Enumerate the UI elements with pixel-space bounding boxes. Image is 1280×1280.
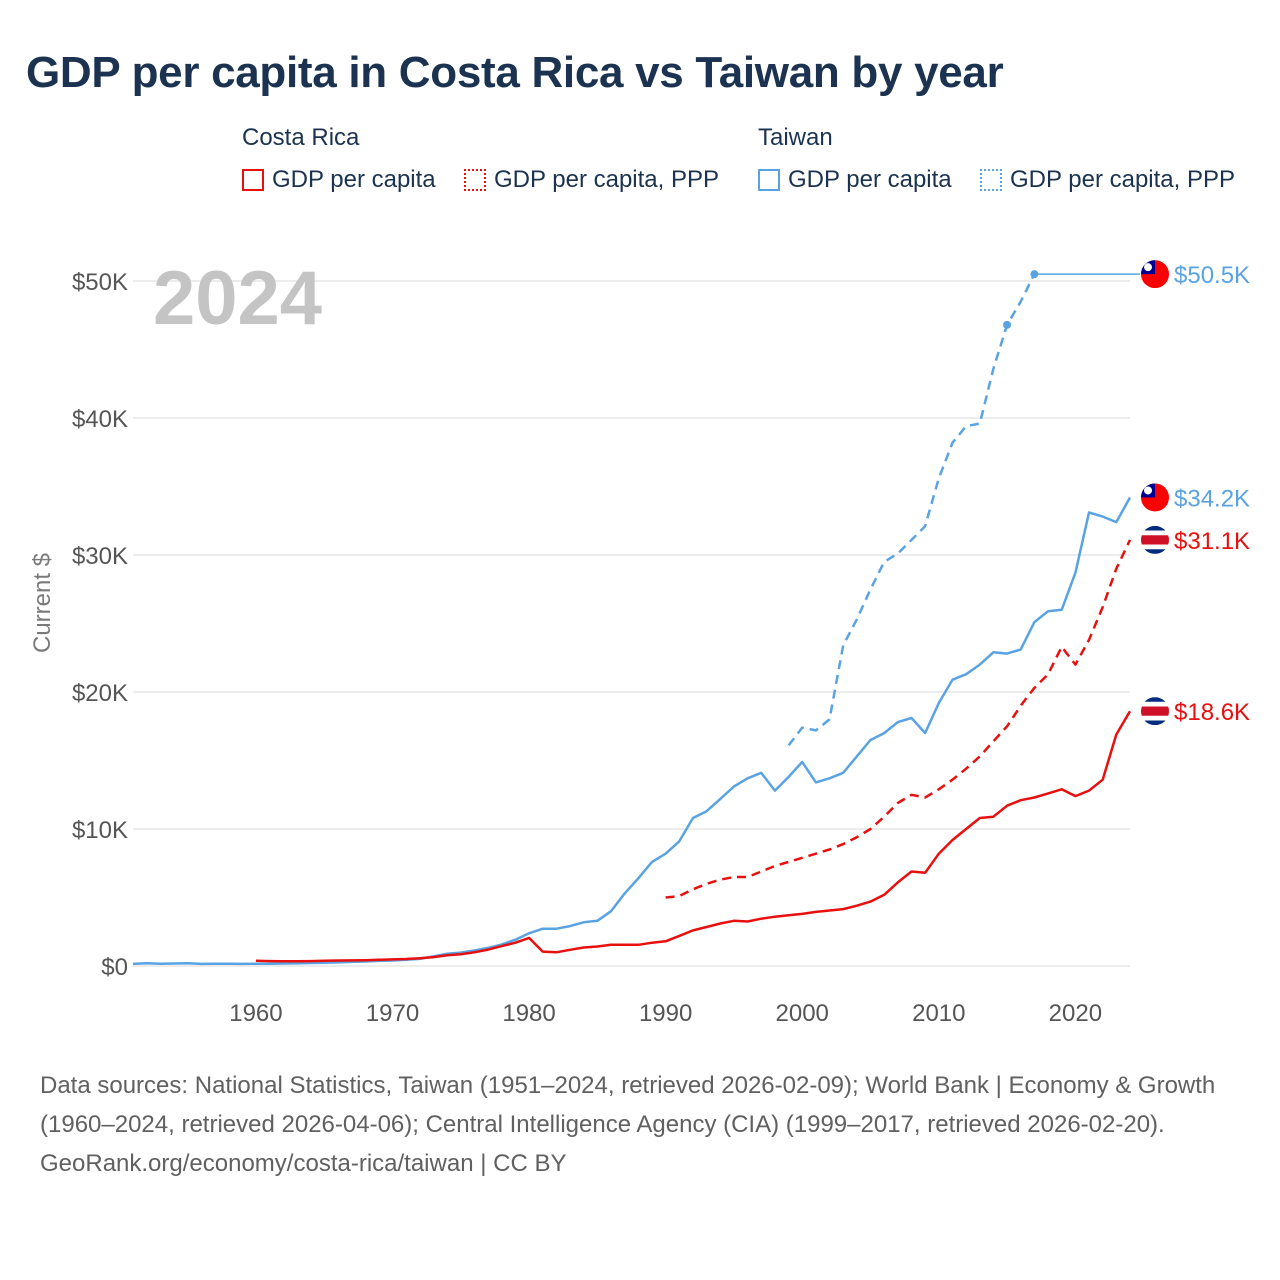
costa-rica-gdp-per-capita-ppp-end-label: $31.1K <box>1174 528 1250 555</box>
data-sources: Data sources: National Statistics, Taiwa… <box>40 1072 1216 1138</box>
legend-costa-rica-title: Costa Rica <box>242 124 360 151</box>
gdp-line-chart: $0 $10K $20K $30K $40K $50K 1960 1970 1980 1990 20… <box>29 256 1250 1027</box>
legend-swatch-costa-rica-ppp <box>464 169 486 191</box>
legend-swatch-taiwan-gdp <box>758 169 780 191</box>
costa-rica-flag-icon <box>1141 697 1169 726</box>
y-tick-label: $50K <box>72 269 128 296</box>
x-tick-label: 1990 <box>639 1000 692 1027</box>
legend-taiwan-gdp-label: GDP per capita <box>788 166 952 193</box>
taiwan-flag-icon <box>1141 260 1169 289</box>
taiwan-gdp-per-capita-line <box>132 496 1132 966</box>
taiwan-gdp-per-capita-ppp-line <box>787 273 1036 747</box>
y-tick-label: $20K <box>72 680 128 707</box>
costa-rica-flag-icon <box>1141 525 1169 554</box>
chart-title: GDP per capita in Costa Rica vs Taiwan b… <box>26 48 1004 97</box>
legend-swatch-costa-rica-gdp <box>242 169 264 191</box>
costa-rica-gdp-per-capita-line <box>255 710 1132 963</box>
y-tick-label: $10K <box>72 817 128 844</box>
taiwan-flag-icon <box>1141 483 1169 512</box>
x-tick-label: 2010 <box>912 1000 965 1027</box>
legend-costa-rica-gdp-label: GDP per capita <box>272 166 436 193</box>
x-tick-label: 1960 <box>229 1000 282 1027</box>
x-tick-label: 2000 <box>776 1000 829 1027</box>
legend-taiwan-ppp[interactable]: GDP per capita, PPP <box>980 166 1235 194</box>
taiwan-gdp-per-capita-ppp-end-label: $50.5K <box>1174 262 1250 289</box>
legend-taiwan-gdp[interactable]: GDP per capita <box>758 166 952 194</box>
footer: Data sources: National Statistics, Taiwa… <box>40 1066 1240 1183</box>
legend-costa-rica-ppp[interactable]: GDP per capita, PPP <box>464 166 719 194</box>
credit-link[interactable]: GeoRank.org/economy/costa-rica/taiwan | … <box>40 1150 567 1177</box>
x-tick-label: 1970 <box>366 1000 419 1027</box>
costa-rica-gdp-per-capita-end-label: $18.6K <box>1174 699 1250 726</box>
legend-taiwan-ppp-label: GDP per capita, PPP <box>1010 166 1235 193</box>
y-tick-label: $40K <box>72 406 128 433</box>
y-tick-label: $0 <box>101 954 128 981</box>
year-label: 2024 <box>153 256 322 341</box>
y-tick-label: $30K <box>72 543 128 570</box>
taiwan-gdp-per-capita-ppp-marker <box>1003 320 1012 329</box>
legend-costa-rica-ppp-label: GDP per capita, PPP <box>494 166 719 193</box>
legend-swatch-taiwan-ppp <box>980 169 1002 191</box>
x-tick-label: 1980 <box>502 1000 555 1027</box>
taiwan-gdp-per-capita-end-label: $34.2K <box>1174 485 1250 512</box>
legend-costa-rica-gdp[interactable]: GDP per capita <box>242 166 436 194</box>
legend-taiwan-title: Taiwan <box>758 124 833 151</box>
y-axis-label: Current $ <box>29 553 56 653</box>
costa-rica-gdp-per-capita-ppp-line <box>665 539 1132 899</box>
x-tick-label: 2020 <box>1049 1000 1102 1027</box>
